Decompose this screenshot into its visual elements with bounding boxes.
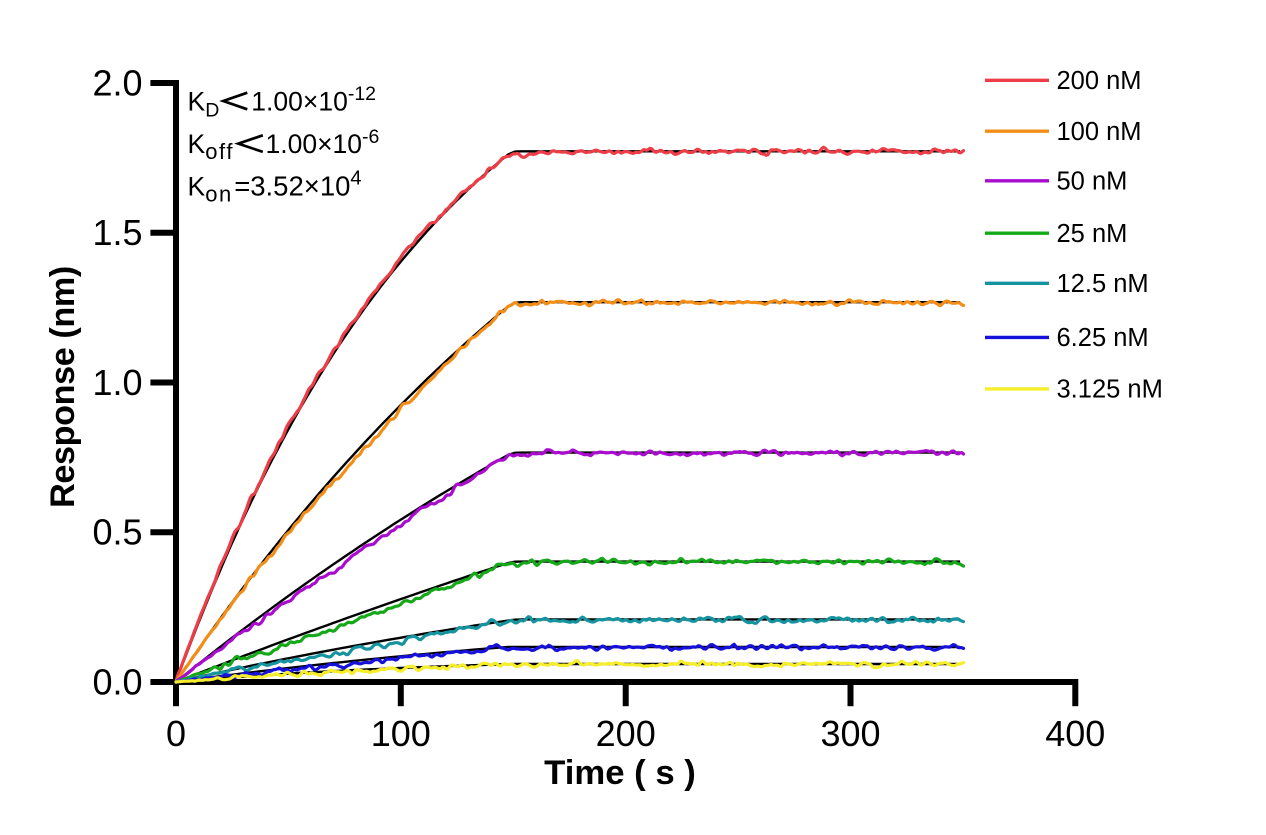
svg-text:200: 200 — [596, 713, 656, 754]
svg-text:Kon: Kon — [188, 172, 233, 207]
svg-text:100: 100 — [371, 713, 431, 754]
svg-text:0.5: 0.5 — [92, 512, 142, 553]
svg-text:1.0: 1.0 — [92, 362, 142, 403]
svg-text:0: 0 — [166, 713, 186, 754]
svg-text:KD: KD — [188, 87, 220, 122]
svg-text:6.25 nM: 6.25 nM — [1057, 324, 1149, 352]
svg-text:400: 400 — [1045, 713, 1105, 754]
svg-text:2.0: 2.0 — [92, 62, 142, 103]
svg-text:200 nM: 200 nM — [1057, 67, 1142, 95]
svg-text:3.125 nM: 3.125 nM — [1057, 376, 1163, 404]
svg-text:25 nM: 25 nM — [1057, 220, 1128, 248]
svg-text:0.0: 0.0 — [92, 661, 142, 702]
svg-text:Response (nm): Response (nm) — [44, 266, 82, 508]
svg-text:=3.52×104: =3.52×104 — [234, 168, 361, 202]
svg-text:12.5 nM: 12.5 nM — [1057, 270, 1149, 298]
svg-text:Time ( s ): Time ( s ) — [544, 754, 696, 792]
svg-text:300: 300 — [820, 713, 880, 754]
svg-text:50 nM: 50 nM — [1057, 168, 1128, 196]
svg-text:1.00×10-6: 1.00×10-6 — [266, 126, 380, 159]
svg-text:100 nM: 100 nM — [1057, 118, 1142, 146]
svg-text:1.5: 1.5 — [92, 212, 142, 253]
